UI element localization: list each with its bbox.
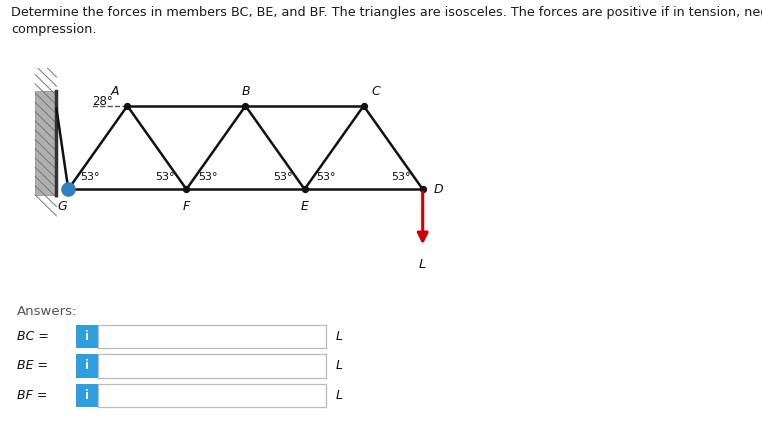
- Point: [121, 102, 133, 109]
- Text: G: G: [58, 200, 67, 213]
- Text: i: i: [85, 330, 89, 343]
- Text: A: A: [110, 85, 119, 98]
- Text: compression.: compression.: [11, 23, 97, 36]
- Text: i: i: [85, 389, 89, 402]
- Text: 53°: 53°: [274, 172, 293, 182]
- Point: [181, 186, 193, 192]
- Text: BE =: BE =: [17, 360, 48, 372]
- Text: 53°: 53°: [155, 172, 174, 182]
- Point: [239, 102, 251, 109]
- Text: L: L: [419, 258, 427, 271]
- Point: [62, 186, 75, 192]
- Text: BC =: BC =: [17, 330, 49, 343]
- Text: 53°: 53°: [316, 172, 336, 182]
- Text: C: C: [372, 85, 381, 98]
- Bar: [35, 91, 56, 195]
- Text: E: E: [301, 200, 309, 213]
- Text: 53°: 53°: [392, 172, 411, 182]
- Text: Answers:: Answers:: [17, 305, 77, 318]
- Text: i: i: [85, 360, 89, 372]
- Point: [417, 186, 429, 192]
- Text: L: L: [335, 360, 342, 372]
- Text: 28°: 28°: [92, 95, 114, 108]
- Text: L: L: [335, 389, 342, 402]
- Text: D: D: [434, 183, 443, 196]
- Point: [299, 186, 311, 192]
- Text: 53°: 53°: [198, 172, 218, 182]
- Text: BF =: BF =: [17, 389, 47, 402]
- Text: F: F: [183, 200, 190, 213]
- Text: Determine the forces in members BC, BE, and BF. The triangles are isosceles. The: Determine the forces in members BC, BE, …: [11, 6, 762, 19]
- Point: [357, 102, 370, 109]
- Text: L: L: [335, 330, 342, 343]
- Text: 53°: 53°: [80, 172, 100, 182]
- Text: B: B: [242, 85, 250, 98]
